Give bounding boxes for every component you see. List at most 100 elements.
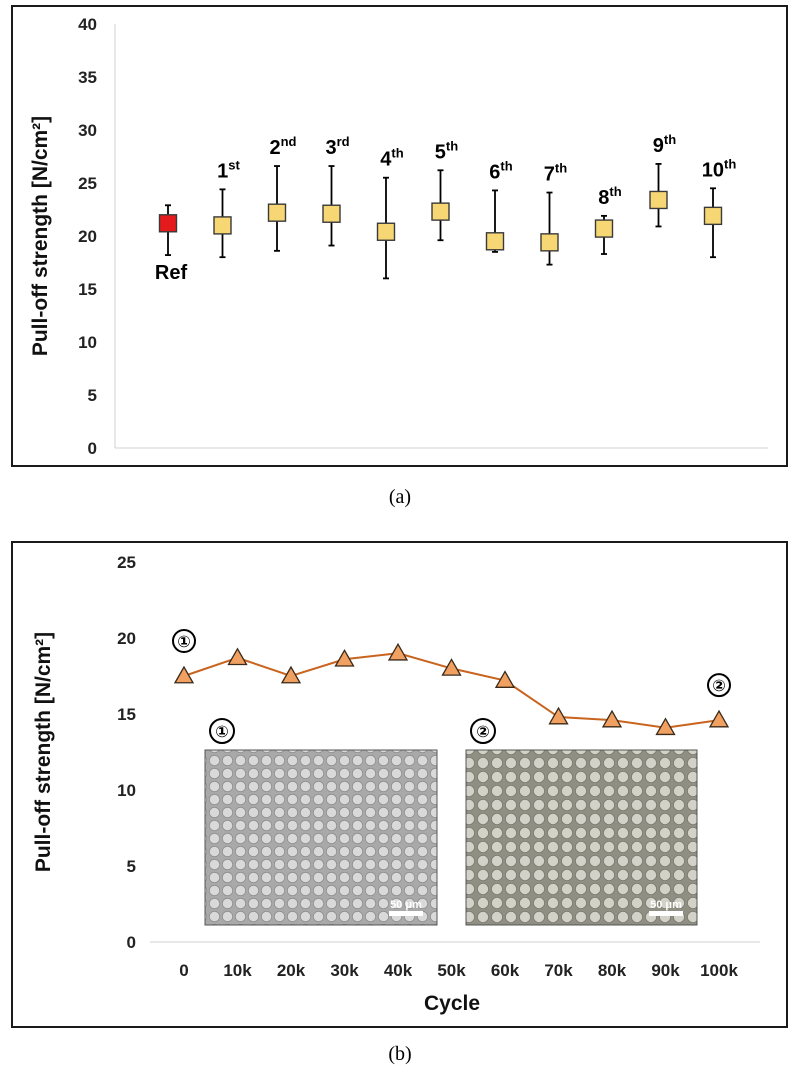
x-tick-label: 10k	[223, 961, 252, 980]
data-point-marker	[387, 642, 409, 661]
x-tick-label: 50k	[437, 961, 466, 980]
chart-a-frame	[11, 5, 788, 467]
point-label-number: 2	[269, 137, 280, 159]
point-label-suffix: th	[664, 132, 676, 147]
x-tick-label: 80k	[598, 961, 627, 980]
point-annotation-ring	[172, 629, 196, 653]
data-point-marker	[213, 216, 232, 235]
point-label: 1st	[217, 157, 240, 182]
point-label-suffix: th	[609, 184, 621, 199]
point-label: 8th	[598, 184, 621, 209]
chart-b: 0 5 10 15 20 25 0 10k 20k 30k 40k 50k 60k 70k 80k 90k 10…	[32, 553, 760, 1015]
y-axis-title: Pull-off strength [N/cm²]	[32, 632, 55, 872]
point-label-number: 1	[217, 160, 228, 182]
point-label: 7th	[544, 161, 567, 186]
point-label-suffix: th	[446, 138, 458, 153]
scale-bar-label: 50 μm	[650, 899, 682, 911]
y-tick-label: 20	[117, 629, 136, 648]
data-point-marker	[655, 717, 676, 736]
point-label-number: 3	[325, 137, 336, 159]
point-annotation-ring	[707, 673, 731, 698]
y-tick-label: 10	[78, 333, 97, 352]
data-point-marker	[703, 206, 723, 226]
micrograph-inset	[204, 749, 438, 926]
data-point-marker	[334, 648, 355, 667]
y-tick-label: 15	[117, 705, 136, 724]
point-annotation-text: ②	[712, 676, 726, 695]
point-label: 10th	[702, 156, 737, 181]
data-point-marker	[594, 219, 614, 238]
point-label: 5th	[435, 138, 458, 163]
x-tick-label: 40k	[384, 961, 413, 980]
scale-bar-label: 50 μm	[390, 899, 422, 911]
point-label-number: 5	[435, 141, 446, 163]
point-label: 9th	[653, 132, 676, 157]
point-label-suffix: th	[500, 158, 512, 173]
data-point-marker	[227, 647, 248, 666]
y-tick-label: 40	[78, 15, 97, 34]
inset-marker-ring	[209, 718, 235, 744]
data-point-marker	[173, 665, 195, 684]
data-point-marker	[601, 709, 623, 728]
x-tick-label: 90k	[651, 961, 680, 980]
point-label-suffix: th	[724, 156, 736, 171]
data-point-marker	[322, 204, 341, 223]
x-axis-title: Cycle	[424, 992, 480, 1015]
y-axis-title: Pull-off strength [N/cm²]	[29, 116, 52, 356]
point-label-number: 8	[598, 187, 609, 209]
point-label: 2nd	[269, 134, 296, 159]
point-label-number: 4	[380, 149, 392, 171]
point-label-number: 9	[653, 135, 664, 157]
data-point-marker	[494, 670, 516, 688]
data-point-marker	[267, 203, 287, 222]
data-point-marker	[708, 709, 730, 728]
point-annotation-text: ①	[177, 632, 191, 651]
y-tick-label: 25	[117, 553, 136, 572]
micrograph-inset	[465, 749, 698, 926]
y-tick-label: 25	[78, 174, 97, 193]
inset-marker-text: ②	[476, 722, 490, 741]
caption-b: (b)	[388, 1043, 412, 1065]
point-label: Ref	[155, 262, 188, 284]
scale-bar	[649, 911, 683, 916]
x-tick-label: 70k	[544, 961, 573, 980]
y-tick-label: 5	[88, 386, 97, 405]
x-tick-label: 0	[179, 961, 188, 980]
data-point-marker	[431, 202, 450, 221]
y-tick-label: 0	[88, 439, 97, 458]
point-label-suffix: st	[228, 157, 240, 172]
scale-bar	[389, 911, 423, 916]
y-tick-label: 5	[127, 857, 136, 876]
data-point-marker	[280, 665, 302, 684]
y-tick-label: 15	[78, 280, 97, 299]
point-label: 3rd	[325, 134, 349, 159]
data-point-marker	[540, 233, 559, 252]
x-tick-label: 20k	[277, 961, 306, 980]
data-point-marker	[649, 190, 668, 210]
point-label-suffix: nd	[281, 134, 297, 149]
inset-marker-ring	[470, 718, 496, 744]
point-label-number: 10	[702, 159, 724, 181]
y-tick-label: 30	[78, 121, 97, 140]
data-point-marker	[158, 214, 178, 233]
y-tick-label: 0	[127, 933, 136, 952]
point-label: 6th	[489, 158, 512, 183]
y-tick-label: 20	[78, 227, 97, 246]
data-point-marker	[548, 706, 569, 725]
caption-a: (a)	[388, 486, 412, 508]
data-point-marker	[441, 658, 462, 676]
x-tick-label: 60k	[491, 961, 520, 980]
point-label-number: 6	[489, 161, 500, 183]
point-label-suffix: rd	[337, 134, 350, 149]
point-label-suffix: th	[391, 146, 403, 161]
point-label-number: 7	[544, 164, 555, 186]
y-tick-label: 35	[78, 68, 97, 87]
x-tick-label: 30k	[330, 961, 359, 980]
x-tick-label: 100k	[700, 961, 738, 980]
inset-marker-text: ①	[215, 722, 229, 741]
data-point-marker	[485, 232, 505, 251]
y-tick-label: 10	[117, 781, 136, 800]
data-point-marker	[376, 222, 396, 241]
